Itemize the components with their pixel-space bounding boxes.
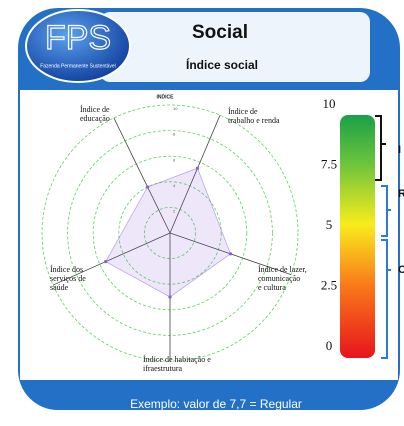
footer: Exemplo: valor de 7,7 = Regular [130,397,302,411]
radar-point [228,252,233,256]
r-tick-label: 4 [173,183,176,188]
axis-label-line: comunicação [258,274,300,283]
axis-label-line: ifraestrutura [143,364,183,373]
axis-label: Índice de habitação e ifraestrutura [143,354,211,373]
radar-point [168,295,172,299]
scale-label: I [398,144,401,156]
axis-label-line: trabalho e renda [228,116,280,125]
axis-label-line: saúde [50,283,69,292]
bracket [381,239,391,359]
logo-text: FPS [45,19,111,57]
scale-tick-label: 10 [323,96,336,111]
axis-label-line: e cultura [258,283,286,292]
bracket [381,185,391,237]
axis [52,232,171,286]
r-tick-label: 6 [173,157,176,162]
axis-label-line: Índice de [80,104,110,114]
scale-label: R [398,188,404,200]
radar-point [195,166,200,170]
chart-title: INDICE [157,94,175,100]
header-panel [100,12,370,82]
title: Social [192,22,248,43]
subtitle: Índice social [186,57,258,72]
logo [25,9,131,83]
color-scale [340,115,375,358]
radar-area [105,167,231,298]
axis-label: Índice de trabalho e renda [228,106,280,125]
r-tick-label: 10 [173,106,178,111]
axis-label: Índice de lazer, comunicação e cultura [258,264,307,292]
axis-label-line: Índice de [228,106,258,116]
r-tick-label: 8 [173,132,176,137]
scale-tick-label: 2.5 [321,277,337,292]
logo-subtitle: Fazenda Permanente Sustentável [40,63,116,69]
scale-tick-label: 7.5 [321,156,337,171]
axis-label: Índice dos serviços de saúde [50,264,86,292]
bracket [375,115,386,181]
axis-label-line: Índice de lazer, [258,264,307,274]
axis [169,115,221,234]
axis-label-line: Índice de habitação e [143,354,211,364]
scale-label: O [398,264,404,276]
axis-label-line: serviços de [50,274,86,283]
axis-label-line: Índice dos [50,264,83,274]
grid-ring [143,206,196,259]
r-tick-label: 2 [173,208,176,213]
axis [113,117,171,234]
radar-point [145,185,150,189]
axis-label-line: educação [80,114,110,123]
scale-tick-label: 0 [326,338,333,353]
axis-label: Índice de educação [80,104,110,123]
scale-tick-label: 5 [326,217,333,232]
radar-point [104,260,108,264]
